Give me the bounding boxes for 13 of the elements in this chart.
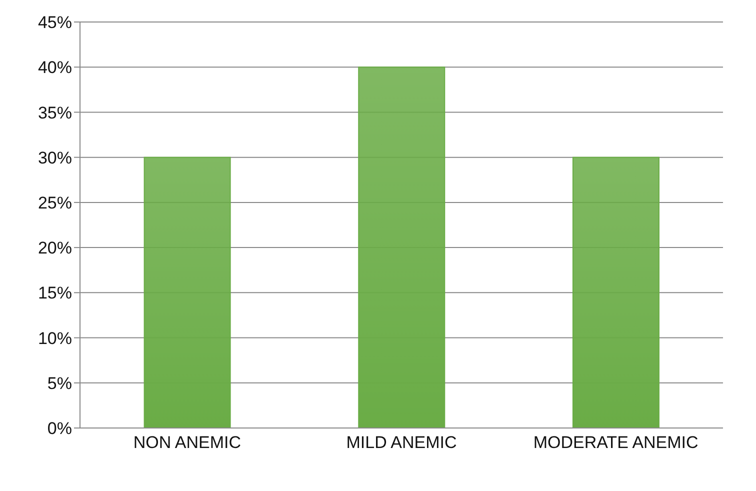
y-tick-label: 25% [38, 193, 72, 212]
y-tick-label: 30% [38, 148, 72, 168]
y-tick-label: 35% [38, 103, 72, 122]
y-tick-label: 45% [38, 13, 72, 32]
y-tick-label: 10% [38, 328, 72, 348]
x-tick-label: NON ANEMIC [133, 433, 242, 452]
y-tick-label: 5% [47, 374, 72, 393]
x-tick-label: MILD ANEMIC [346, 433, 457, 452]
y-tick-label: 0% [47, 419, 72, 438]
x-tick-label: MODERATE ANEMIC [533, 433, 698, 452]
y-tick-label: 15% [38, 284, 72, 303]
y-tick-label: 40% [38, 58, 72, 78]
y-tick-label: 20% [38, 238, 72, 258]
